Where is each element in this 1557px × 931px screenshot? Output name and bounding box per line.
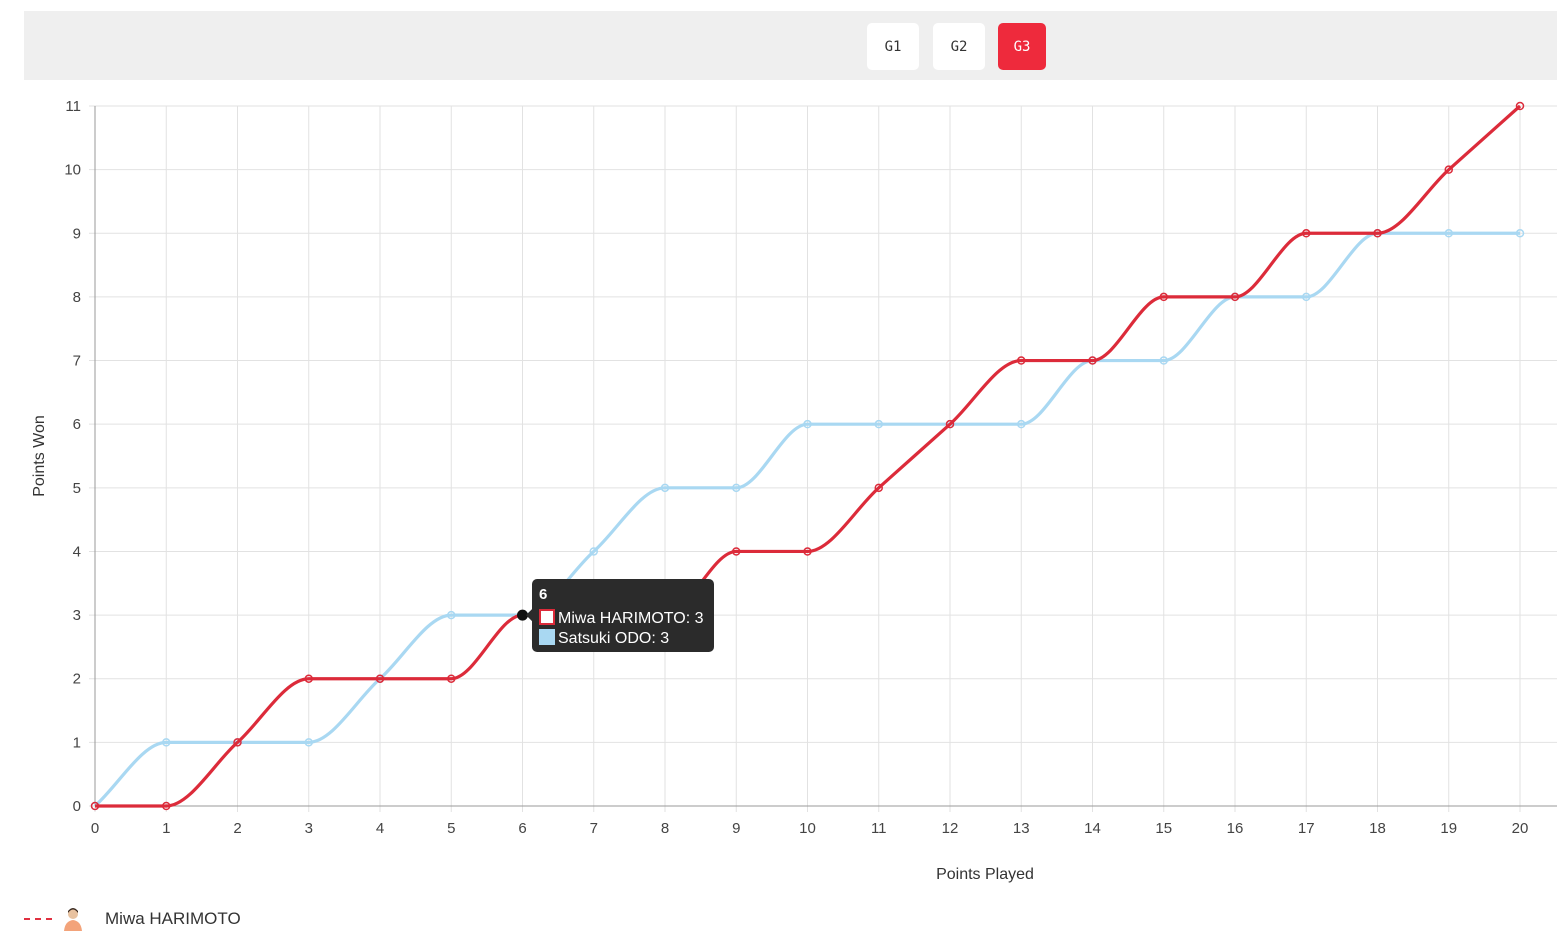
player-avatar-icon — [64, 908, 82, 931]
y-tick-label: 10 — [64, 162, 81, 179]
legend[interactable]: Miwa HARIMOTO — [24, 906, 241, 931]
y-tick-label: 2 — [73, 671, 81, 688]
y-tick-label: 9 — [73, 225, 81, 242]
data-point — [1230, 292, 1240, 302]
x-tick-label: 10 — [799, 820, 816, 837]
chart-tooltip: 6 Miwa HARIMOTO: 3 Satsuki ODO: 3 — [517, 579, 714, 652]
data-point — [162, 738, 171, 747]
y-tick-label: 5 — [73, 480, 81, 497]
tooltip-box — [532, 579, 714, 652]
data-point — [1444, 229, 1453, 238]
data-point — [732, 547, 741, 556]
x-tick-label: 18 — [1369, 820, 1386, 837]
data-point — [162, 801, 171, 811]
game-3-button[interactable]: G3 — [998, 23, 1046, 70]
x-tick-label: 2 — [233, 820, 241, 837]
data-point — [732, 483, 741, 493]
y-tick-label: 4 — [73, 543, 81, 560]
x-tick-label: 8 — [661, 820, 669, 837]
tooltip-title: 6 — [539, 586, 547, 603]
tooltip-swatch — [539, 629, 555, 645]
data-point — [233, 738, 242, 747]
data-point — [375, 674, 385, 683]
data-point — [1017, 356, 1026, 365]
data-point — [1444, 165, 1453, 174]
data-point — [90, 801, 100, 811]
data-point — [589, 547, 598, 556]
data-point — [803, 419, 812, 429]
data-point — [447, 610, 456, 620]
x-tick-label: 12 — [942, 820, 959, 837]
data-point — [1302, 229, 1311, 238]
data-point — [1088, 356, 1097, 365]
y-tick-label: 1 — [73, 734, 81, 751]
x-tick-label: 14 — [1084, 820, 1101, 837]
x-tick-label: 4 — [376, 820, 384, 837]
x-tick-label: 13 — [1013, 820, 1030, 837]
y-axis-title: Points Won — [31, 415, 48, 497]
game-1-button[interactable]: G1 — [867, 23, 919, 70]
series-line — [93, 231, 1520, 808]
data-point — [1515, 101, 1525, 111]
x-tick-label: 6 — [518, 820, 526, 837]
tooltip-caret — [526, 609, 532, 622]
y-tick-label: 7 — [73, 353, 81, 370]
data-point — [874, 483, 883, 493]
chart-grid — [89, 105, 1557, 812]
x-tick-label: 11 — [871, 820, 887, 837]
x-tick-label: 20 — [1512, 820, 1529, 837]
data-point — [1159, 356, 1168, 365]
data-point — [1302, 292, 1311, 302]
y-tick-label: 0 — [73, 798, 81, 815]
x-tick-label: 5 — [447, 820, 455, 837]
x-axis-title: Points Played — [936, 866, 1034, 883]
data-point — [803, 547, 812, 556]
data-point — [1515, 229, 1525, 238]
y-tick-label: 11 — [65, 98, 81, 115]
chart-series — [90, 101, 1525, 811]
data-point — [660, 483, 670, 493]
x-tick-label: 15 — [1155, 820, 1172, 837]
tooltip-swatch — [539, 609, 555, 625]
x-tick-label: 3 — [305, 820, 313, 837]
series-line — [95, 104, 1522, 808]
data-point — [1373, 229, 1382, 238]
data-point — [945, 419, 955, 429]
x-tick-label: 9 — [732, 820, 740, 837]
data-point — [1017, 419, 1026, 429]
tooltip-line: Satsuki ODO: 3 — [558, 630, 669, 647]
x-tick-label: 19 — [1440, 820, 1457, 837]
points-progression-chart: 0 1 2 3 4 5 6 7 8 9 10 11 12 13 14 15 16 17 18 19 2001234567… — [31, 98, 1557, 883]
x-tick-label: 16 — [1227, 820, 1244, 837]
game-2-button[interactable]: G2 — [933, 23, 985, 70]
chart-axes: 0 1 2 3 4 5 6 7 8 9 10 11 12 13 14 15 16 17 18 19 2001234567… — [31, 98, 1557, 883]
data-point — [1159, 292, 1168, 302]
legend-line-swatch — [24, 917, 52, 920]
data-point — [447, 674, 456, 683]
y-tick-label: 6 — [73, 416, 81, 433]
game-selector-bar: G1 G2 G3 — [24, 11, 1557, 80]
data-point — [304, 738, 313, 747]
y-tick-label: 8 — [73, 289, 81, 306]
data-point — [874, 419, 883, 429]
tooltip-line: Miwa HARIMOTO: 3 — [558, 610, 704, 627]
x-tick-label: 0 — [91, 820, 99, 837]
y-tick-label: 3 — [73, 607, 81, 624]
data-point — [304, 674, 313, 683]
x-tick-label: 1 — [162, 820, 170, 837]
x-tick-label: 17 — [1298, 820, 1315, 837]
x-tick-label: 7 — [590, 820, 598, 837]
legend-label: Miwa HARIMOTO — [105, 908, 241, 928]
